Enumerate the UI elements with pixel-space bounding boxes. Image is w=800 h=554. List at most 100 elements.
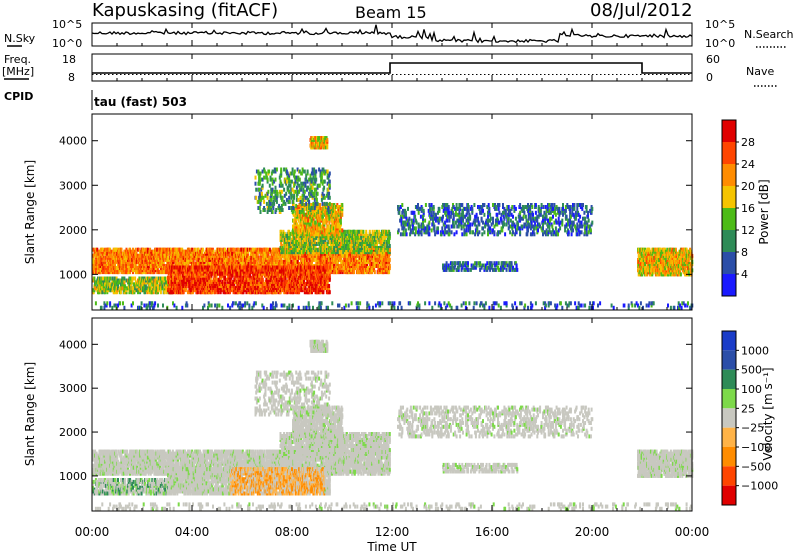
power-cell (98, 253, 101, 258)
power-cell (112, 259, 114, 264)
power-cell (145, 276, 148, 281)
power-cell (228, 262, 231, 266)
power-cell (190, 257, 193, 262)
power-cell (241, 262, 244, 266)
freq-tick-bottom: 8 (68, 71, 75, 84)
power-cell (232, 259, 235, 264)
power-cell (129, 251, 132, 256)
power-cell (354, 266, 357, 271)
power-cell (373, 270, 376, 275)
power-cell (311, 257, 313, 262)
power-cell (123, 276, 126, 281)
power-cell (385, 262, 388, 266)
power-cell (110, 253, 113, 258)
power-cell (189, 249, 191, 254)
power-cell (101, 262, 104, 266)
power-cell (102, 280, 105, 285)
power-cell (276, 255, 279, 260)
power-cell (341, 253, 344, 258)
power-cell (106, 268, 109, 273)
noise-sky-label: N.Sky (4, 32, 36, 45)
power-cell (343, 266, 346, 271)
power-cell (296, 259, 299, 264)
power-cell (260, 251, 263, 256)
power-cell (123, 259, 126, 264)
power-cell (233, 247, 236, 252)
power-cell (126, 251, 129, 256)
power-cell (142, 282, 144, 287)
power-cell (132, 264, 134, 268)
power-cell (162, 257, 165, 262)
power-cell (104, 255, 107, 260)
power-cell (93, 251, 96, 256)
power-cell (286, 253, 289, 258)
power-cell (243, 262, 246, 266)
power-cell (388, 264, 391, 268)
power-cell (123, 264, 126, 268)
power-cell (346, 253, 349, 258)
noise-search-label: N.Search (744, 28, 794, 41)
power-cell (176, 265, 179, 270)
cpid-mode: tau (fast) 503 (94, 95, 187, 109)
power-cell (137, 278, 139, 283)
power-cell (107, 262, 109, 266)
power-cell (214, 251, 217, 256)
power-cell (276, 247, 279, 252)
power-cell (366, 264, 368, 268)
power-cell (99, 268, 102, 273)
power-cell (369, 257, 372, 262)
power-cell (159, 257, 162, 262)
power-cell (212, 253, 215, 258)
power-cell (177, 290, 180, 295)
power-cell (122, 259, 124, 264)
power-cell (372, 257, 375, 262)
power-cell (187, 262, 190, 266)
power-cell (371, 262, 373, 266)
power-cell (309, 259, 312, 264)
power-cell (150, 266, 153, 271)
power-cell (160, 251, 163, 256)
power-cell (164, 266, 167, 271)
power-cell (233, 262, 236, 266)
power-cell (121, 266, 124, 271)
power-cell (113, 276, 116, 281)
power-cell (138, 276, 141, 281)
noise-ytick-top-left: 10^5 (52, 18, 82, 31)
power-cell (96, 251, 99, 256)
power-cell (119, 266, 122, 271)
power-cell (167, 275, 169, 280)
power-cell (226, 247, 229, 252)
power-cell (185, 249, 188, 254)
power-cell (352, 255, 355, 260)
power-cell (135, 288, 138, 293)
power-cell (363, 257, 366, 262)
power-cell (268, 247, 271, 252)
power-cell (145, 262, 148, 266)
power-cell (166, 255, 169, 260)
power-cell (170, 279, 173, 284)
power-cell (119, 255, 122, 260)
power-cell (166, 251, 169, 256)
power-cell (328, 257, 331, 262)
power-cell (96, 264, 99, 268)
power-cell (226, 257, 229, 262)
power-cell (192, 257, 195, 262)
power-cell (106, 251, 109, 256)
power-cell (159, 290, 162, 295)
power-cell (266, 262, 269, 266)
power-cell (172, 271, 174, 276)
power-cell (174, 290, 177, 295)
power-cell (174, 271, 177, 276)
power-cell (237, 247, 240, 252)
power-cell (347, 262, 350, 266)
power-cell (174, 265, 177, 270)
power-cell (132, 268, 134, 273)
freq-unit-label: [MHz] (2, 65, 34, 78)
power-cell (129, 255, 132, 260)
power-cell (273, 255, 276, 260)
power-cell (281, 259, 284, 264)
power-cell (104, 288, 107, 293)
power-cell (362, 262, 365, 266)
power-cell (126, 286, 129, 291)
power-cell (149, 286, 152, 291)
